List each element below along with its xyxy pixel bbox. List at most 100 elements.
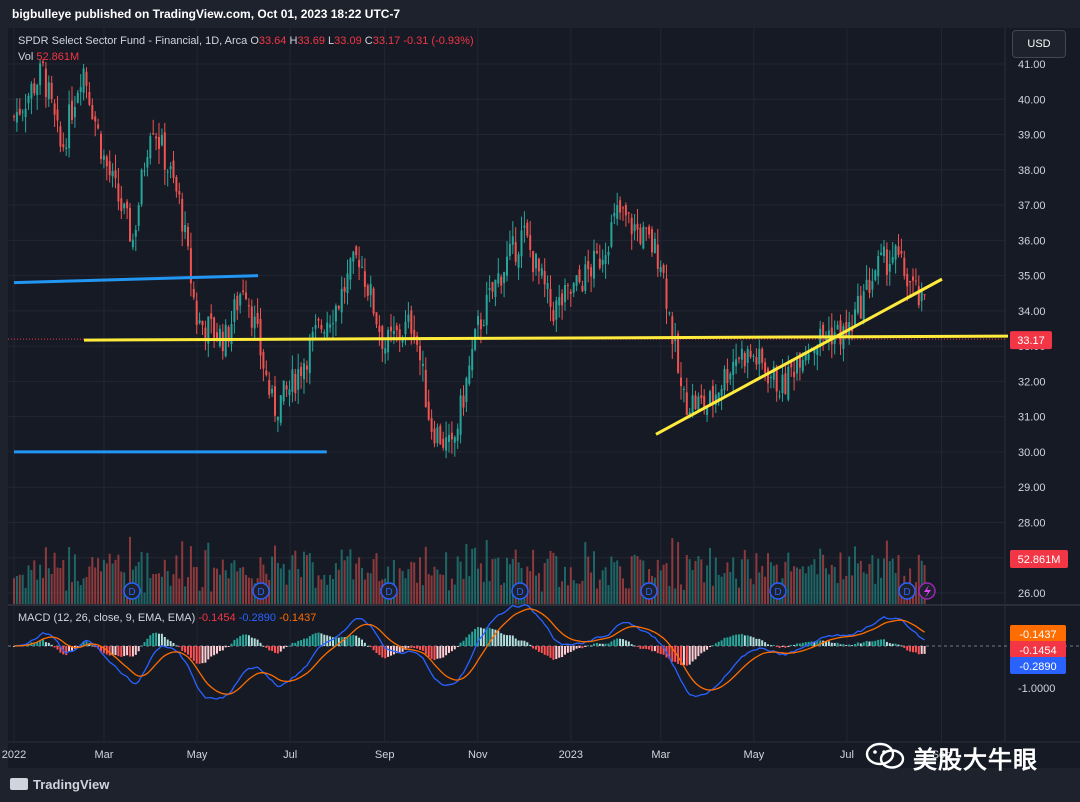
macd-hist-bar — [160, 633, 163, 646]
macd-hist-bar — [523, 640, 526, 646]
volume-bar — [694, 560, 697, 604]
macd-hist-bar — [514, 638, 517, 646]
chart-frame[interactable] — [8, 28, 1080, 768]
candle-body — [250, 306, 253, 328]
volume-bar — [340, 549, 343, 604]
macd-hist-bar — [845, 644, 848, 646]
volume-bar — [442, 574, 445, 604]
volume-bar — [717, 574, 720, 604]
currency-button[interactable]: USD — [1012, 30, 1066, 58]
macd-hist-bar — [311, 634, 314, 646]
candle-body — [369, 283, 372, 296]
candle-body — [682, 388, 685, 391]
volume-bar — [671, 538, 674, 604]
volume-bar — [369, 573, 372, 604]
publisher-bar: bigbulleye published on TradingView.com,… — [0, 0, 1080, 28]
volume-bar — [825, 568, 827, 604]
volume-bar — [236, 571, 239, 604]
volume-bar — [375, 553, 378, 604]
candle-body — [781, 374, 784, 394]
volume-bar — [146, 552, 149, 604]
candle-body — [668, 312, 671, 314]
candle-body — [923, 294, 926, 296]
volume-bar — [160, 576, 163, 604]
macd-hist-bar — [53, 646, 56, 648]
macd-hist-bar — [207, 646, 210, 660]
macd-hist-bar — [482, 628, 485, 646]
candle-body — [778, 395, 781, 397]
volume-legend: Vol 52.861M — [18, 51, 79, 63]
volume-bar — [540, 591, 543, 604]
candle-body — [578, 269, 581, 282]
macd-hist-bar — [349, 635, 352, 646]
macd-hist-bar — [117, 646, 120, 657]
macd-hist-bar — [355, 635, 358, 646]
macd-hist-bar — [851, 645, 854, 647]
volume-bar — [71, 582, 73, 604]
candle-body — [68, 104, 71, 149]
macd-hist-bar — [210, 646, 213, 657]
candle-body — [543, 271, 546, 285]
candle-body — [874, 270, 877, 281]
candle-body — [590, 267, 593, 277]
volume-bar — [303, 551, 305, 604]
volume-bar — [346, 556, 349, 604]
macd-hist-bar — [604, 643, 607, 646]
last-price-badge — [1010, 331, 1052, 350]
volume-bar — [674, 588, 677, 604]
macd-hist-bar — [543, 646, 546, 655]
volume-bar — [595, 588, 598, 604]
candle-body — [752, 355, 755, 357]
macd-hist-bar — [285, 646, 288, 647]
tradingview-logo[interactable]: TradingView — [10, 777, 109, 792]
macd-hist-bar — [830, 642, 833, 646]
macd-value-badge — [1010, 625, 1066, 642]
macd-hist-bar — [833, 642, 836, 646]
candle-body — [642, 226, 645, 249]
macd-hist-bar — [691, 646, 694, 662]
volume-bar — [755, 553, 758, 604]
macd-hist-bar — [343, 637, 346, 646]
candle-body — [85, 71, 88, 86]
volume-bar — [152, 574, 155, 604]
volume-bar — [590, 572, 593, 604]
macd-hist-bar — [253, 638, 256, 646]
volume-bar — [822, 554, 825, 604]
candle-body — [192, 288, 195, 298]
macd-hist-bar — [233, 639, 236, 646]
macd-hist-bar — [120, 646, 123, 657]
candle-body — [662, 265, 665, 274]
candle-body — [427, 401, 430, 420]
volume-bar — [888, 561, 891, 604]
volume-bar — [697, 556, 700, 604]
macd-hist-bar — [888, 643, 891, 646]
macd-hist-bar — [242, 634, 245, 646]
candle-body — [100, 133, 102, 160]
volume-bar — [465, 544, 468, 604]
candle-body — [914, 280, 917, 282]
candle-body — [665, 278, 668, 309]
macd-hist-bar — [424, 646, 427, 655]
macd-hist-bar — [700, 646, 703, 654]
volume-bar — [62, 559, 65, 604]
volume-bar — [427, 574, 430, 604]
time-tick-label: Jul — [840, 749, 854, 761]
candle-body — [410, 310, 413, 334]
volume-bar — [329, 574, 332, 604]
volume-bar — [711, 585, 714, 604]
candle-body — [166, 171, 169, 173]
macd-hist-bar — [477, 627, 479, 646]
macd-hist-bar — [445, 646, 448, 656]
candle-body — [56, 109, 59, 121]
horizontal-support-line — [83, 334, 1009, 342]
macd-hist-bar — [651, 646, 653, 652]
macd-hist-bar — [378, 646, 381, 656]
candle-body — [703, 395, 706, 410]
volume-bar — [810, 564, 813, 604]
volume-bar — [314, 587, 317, 604]
candle-body — [627, 212, 630, 214]
macd-signal-value: -0.1437 — [279, 612, 317, 624]
volume-bar — [535, 575, 537, 604]
volume-bar — [366, 572, 369, 604]
